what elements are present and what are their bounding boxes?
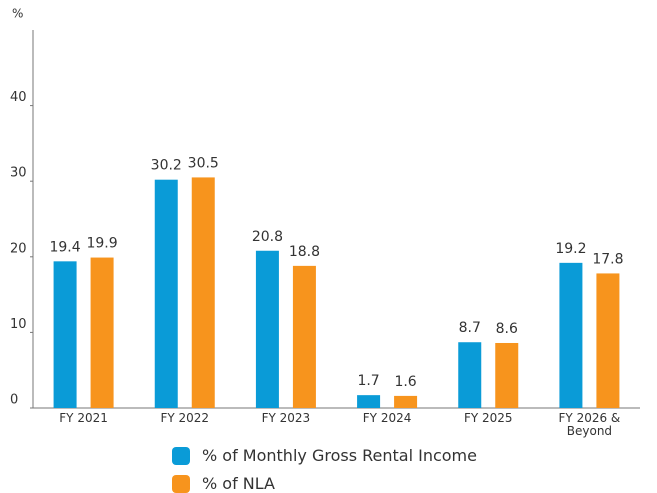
bar — [154, 179, 178, 408]
bar — [495, 342, 519, 408]
value-label: 18.8 — [289, 244, 320, 260]
x-tick-label: FY 2021 — [59, 411, 108, 425]
x-tick-label: FY 2025 — [463, 411, 513, 425]
value-label: 30.5 — [188, 155, 219, 171]
y-tick-label: 10 — [10, 317, 27, 332]
value-label: 8.7 — [459, 320, 481, 336]
bar — [394, 395, 418, 408]
legend-swatch — [172, 474, 190, 493]
x-tick-label: FY 2026 & Beyond — [558, 411, 621, 438]
y-tick-label: 30 — [10, 166, 27, 181]
value-label: 20.8 — [252, 229, 283, 245]
bar — [255, 250, 279, 408]
bar — [596, 273, 620, 408]
value-label: 8.6 — [496, 321, 518, 337]
x-tick-label: FY 2022 — [160, 411, 210, 425]
legend-item: % of Monthly Gross Rental Income — [172, 446, 477, 465]
value-label: 17.8 — [592, 251, 623, 267]
value-label: 19.9 — [86, 236, 117, 252]
y-tick-label: 0 — [10, 393, 18, 408]
bar — [90, 257, 114, 408]
bar — [559, 262, 583, 408]
y-tick-label: 40 — [10, 90, 27, 105]
y-axis-label: % — [12, 7, 23, 21]
legend-label: % of Monthly Gross Rental Income — [202, 446, 477, 465]
x-tick-label: FY 2024 — [362, 411, 412, 425]
value-label: 1.6 — [394, 374, 416, 390]
x-tick-label: FY 2023 — [261, 411, 311, 425]
value-label: 19.2 — [555, 241, 586, 257]
y-tick-label: 20 — [10, 241, 27, 256]
legend-swatch — [172, 446, 190, 465]
bar — [191, 177, 215, 408]
value-label: 1.7 — [357, 373, 379, 389]
bar — [458, 342, 482, 408]
value-label: 19.4 — [49, 239, 80, 255]
bar — [53, 261, 77, 408]
value-label: 30.2 — [151, 158, 182, 174]
legend-item: % of NLA — [172, 474, 275, 493]
legend-label: % of NLA — [202, 474, 275, 493]
bar — [292, 265, 316, 408]
bar — [357, 395, 381, 408]
